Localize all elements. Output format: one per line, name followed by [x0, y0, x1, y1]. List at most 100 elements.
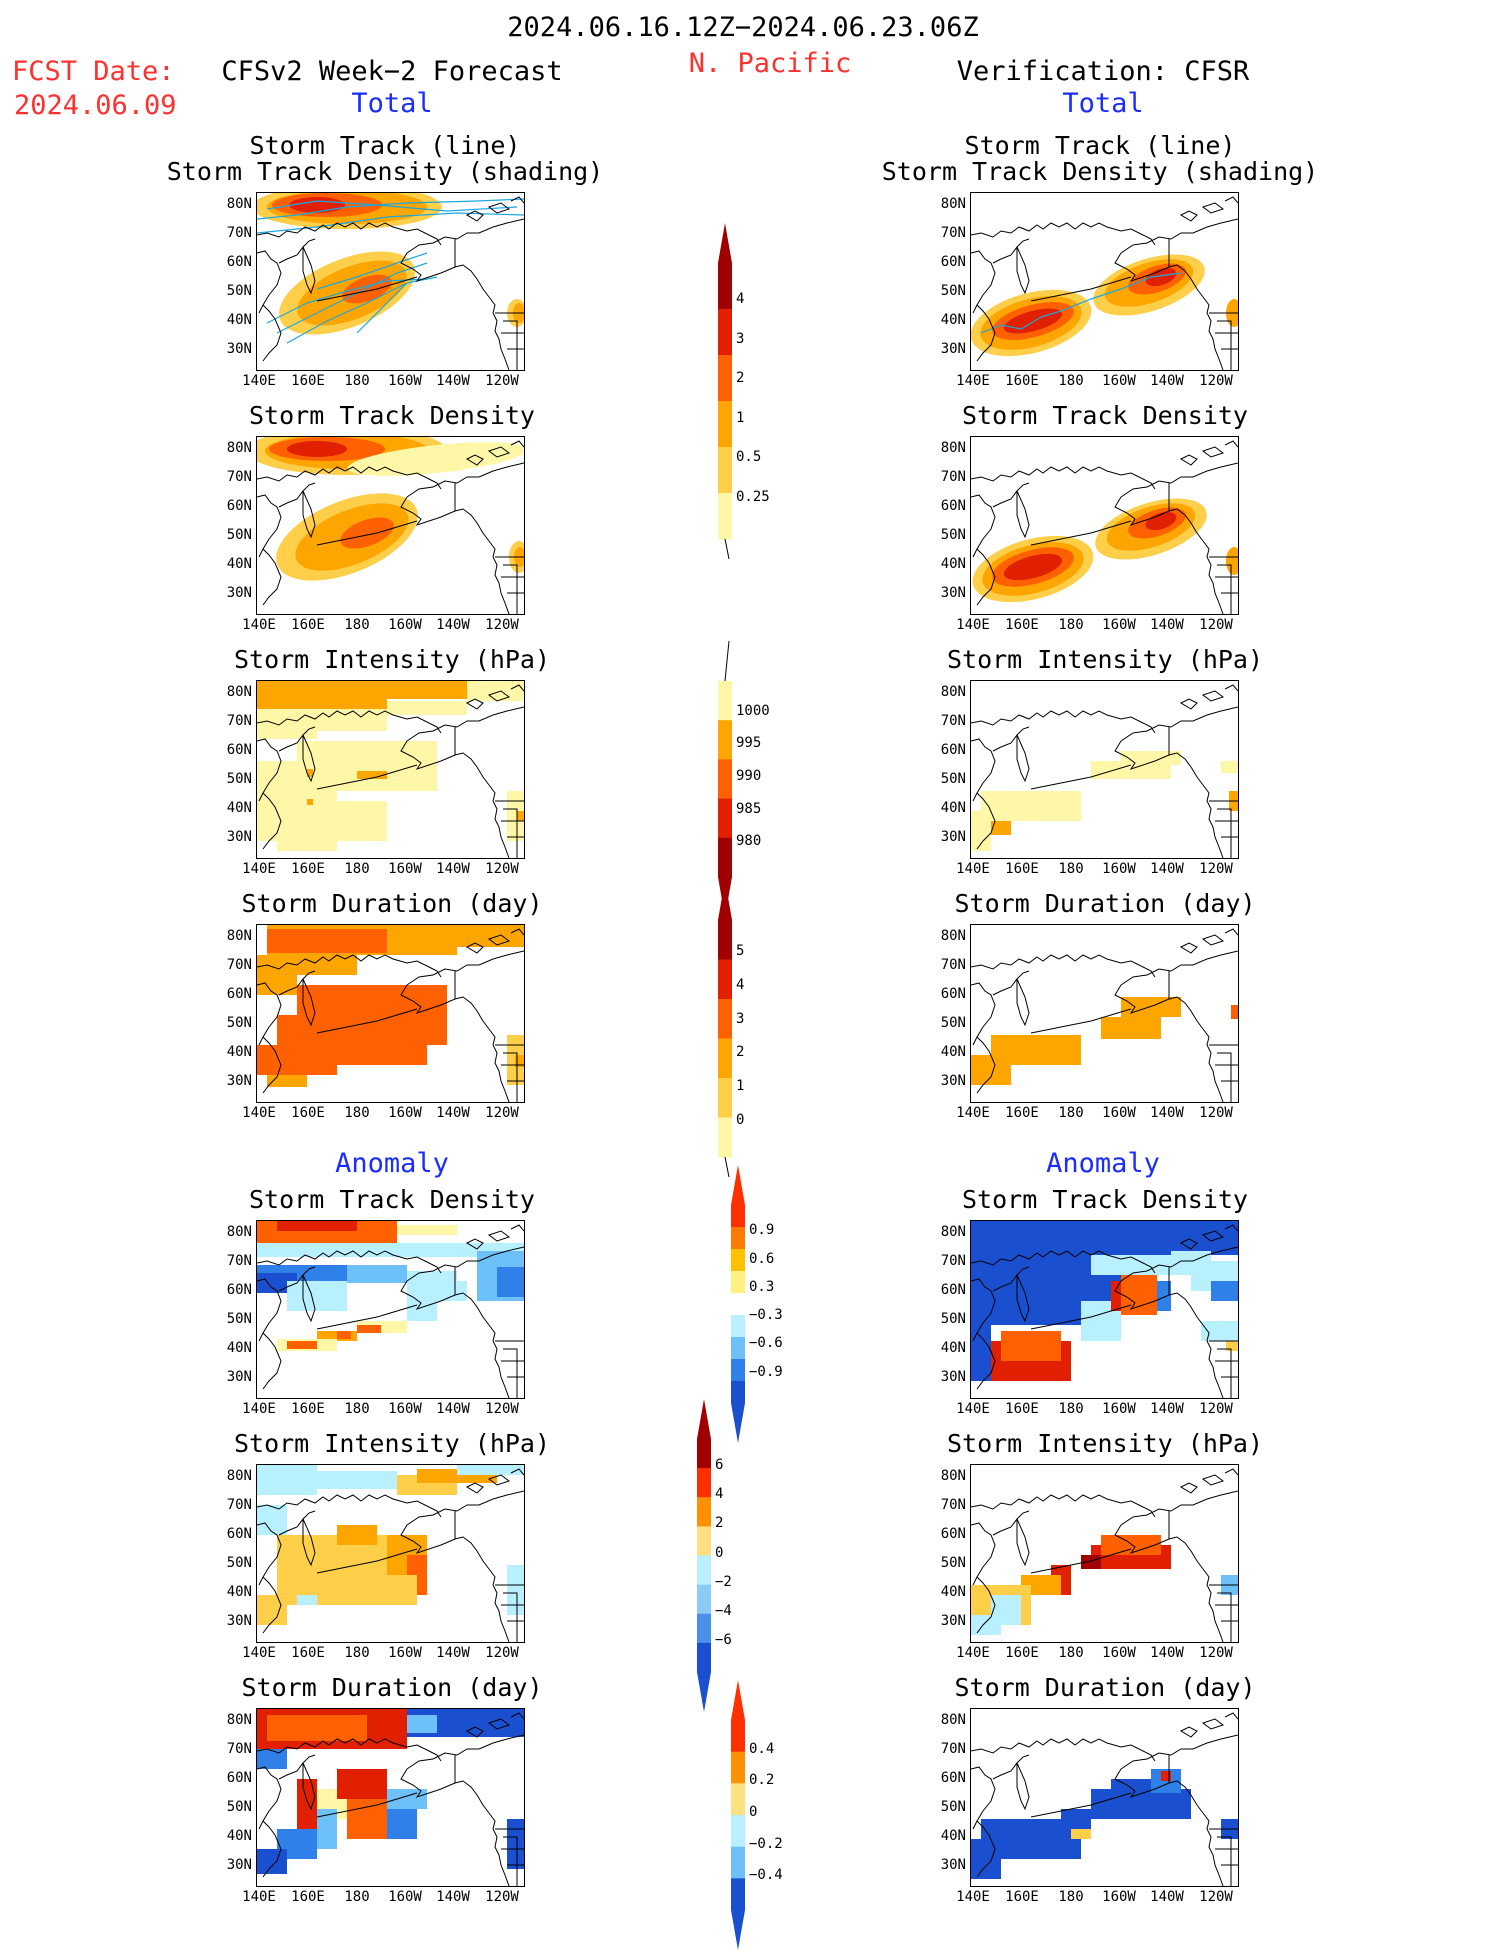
lon-tick-label: 160E [1005, 1889, 1039, 1905]
lon-tick-label: 120W [485, 373, 519, 389]
colorbar-label: −0.3 [749, 1307, 783, 1324]
colorbar-graphic [718, 640, 732, 917]
lat-tick-label: 50N [940, 283, 966, 299]
lat-tick-label: 80N [226, 928, 252, 944]
lat-tick-label: 50N [226, 527, 252, 543]
lon-tick-label: 180 [1058, 1889, 1084, 1905]
lon-tick-label: 140E [242, 373, 276, 389]
coastline [971, 440, 1238, 614]
colorbar-swatch [731, 1271, 745, 1294]
lat-tick-label: 30N [226, 341, 252, 357]
lon-tick-label: 160E [291, 1401, 325, 1417]
lon-tick-label: 140E [956, 1889, 990, 1905]
colorbar-label: 1000 [736, 702, 770, 719]
region-label: N. Pacific [688, 48, 852, 79]
map-canvas [971, 1712, 1238, 1886]
lon-tick-label: 120W [485, 1645, 519, 1661]
colorbar-graphic [718, 223, 732, 560]
colorbar-label: −6 [715, 1631, 732, 1648]
lon-tick-label: 140E [956, 861, 990, 877]
lon-tick-label: 180 [1058, 861, 1084, 877]
lat-tick-label: 80N [940, 1224, 966, 1240]
lon-tick-label: 160E [291, 1889, 325, 1905]
map-canvas [257, 1465, 524, 1642]
lat-tick-label: 70N [226, 469, 252, 485]
lon-tick-label: 120W [1199, 1645, 1233, 1661]
map-density-anom-fcst [256, 1220, 525, 1399]
lat-tick-label: 50N [940, 771, 966, 787]
lat-tick-label: 80N [940, 1712, 966, 1728]
lon-tick-label: 140E [242, 861, 276, 877]
lon-tick-label: 140W [1150, 1105, 1184, 1121]
lon-tick-label: 120W [1199, 617, 1233, 633]
title-intensity-anom-fcst: Storm Intensity (hPa) [233, 1429, 551, 1458]
lon-tick-label: 160E [1005, 373, 1039, 389]
section-anomaly-forecast: Anomaly [335, 1148, 449, 1179]
lat-tick-label: 40N [940, 1584, 966, 1600]
lat-tick-label: 40N [226, 556, 252, 572]
lon-tick-label: 160E [291, 1105, 325, 1121]
colorbar-arrow-down [731, 1403, 745, 1443]
lat-tick-label: 80N [226, 440, 252, 456]
storm-track-lines [257, 198, 524, 344]
lon-tick-label: 140W [1150, 1645, 1184, 1661]
lon-tick-label: 120W [1199, 861, 1233, 877]
title-duration-anom-fcst: Storm Duration (day) [241, 1673, 543, 1702]
lon-tick-label: 160E [291, 373, 325, 389]
lon-tick-label: 160W [388, 617, 422, 633]
map-intensity-anom-verif [970, 1464, 1239, 1643]
map-track-density-verif [970, 436, 1239, 615]
lon-tick-label: 160E [1005, 617, 1039, 633]
lat-tick-label: 70N [226, 225, 252, 241]
lat-tick-label: 30N [226, 585, 252, 601]
lon-tick-label: 180 [344, 1401, 370, 1417]
lat-tick-label: 70N [940, 957, 966, 973]
lon-tick-label: 160E [1005, 1401, 1039, 1417]
lon-tick-label: 180 [1058, 1645, 1084, 1661]
lon-tick-label: 180 [344, 373, 370, 389]
colorbar-label: 985 [736, 800, 762, 817]
colorbar-density-anom: 0.9 0.6 0.3 −0.3 −0.6 −0.9 [731, 1165, 783, 1451]
lat-tick-label: 70N [940, 1741, 966, 1757]
lon-tick-label: 160W [1102, 1889, 1136, 1905]
lat-tick-label: 30N [226, 1073, 252, 1089]
colorbar-arrow-up [731, 1680, 745, 1720]
map-duration-fcst [256, 924, 525, 1103]
colorbar-graphic [697, 1399, 711, 1712]
colorbar-swatch [731, 1337, 745, 1360]
colorbar-arrow-down [731, 1910, 745, 1950]
colorbar-swatch [731, 1249, 745, 1272]
map-track-line-verif [970, 192, 1239, 371]
title-track-line-fcst: Storm Track (line) [249, 131, 521, 160]
lat-tick-label: 30N [940, 1857, 966, 1873]
colorbar-label: −0.9 [749, 1363, 783, 1380]
colorbar-swatch [718, 1117, 732, 1158]
colorbar-swatch [731, 1381, 745, 1404]
lon-tick-label: 160W [1102, 1105, 1136, 1121]
lon-tick-label: 140W [436, 1889, 470, 1905]
lon-tick-label: 160E [1005, 1645, 1039, 1661]
colorbar-label: 4 [736, 291, 745, 308]
map-track-line-fcst [256, 192, 525, 371]
lat-tick-label: 40N [940, 556, 966, 572]
lon-tick-label: 180 [344, 1105, 370, 1121]
map-intensity-verif [970, 680, 1239, 859]
colorbar-label: 2 [715, 1515, 724, 1532]
lat-tick-label: 70N [940, 713, 966, 729]
title-track-density-shading-fcst: Storm Track Density (shading) [166, 157, 604, 186]
lat-tick-label: 40N [940, 1340, 966, 1356]
forecast-model-title: CFSv2 Week−2 Forecast [221, 56, 563, 87]
colorbar-intensity-total: 1000 995 990 985 980 [718, 640, 770, 925]
lat-tick-label: 30N [226, 829, 252, 845]
map-canvas [971, 684, 1238, 858]
lon-tick-label: 160W [388, 861, 422, 877]
colorbar-graphic [718, 880, 732, 1178]
forecast-period: 2024.06.16.12Z−2024.06.23.06Z [507, 12, 979, 43]
colorbar-label: 0.25 [736, 488, 770, 505]
colorbar-end-line [724, 1156, 730, 1178]
lat-tick-label: 80N [940, 196, 966, 212]
coastline [971, 928, 1238, 1102]
colorbar-swatch [697, 1468, 711, 1498]
title-duration-anom-verif: Storm Duration (day) [954, 1673, 1256, 1702]
lat-tick-label: 30N [940, 1369, 966, 1385]
